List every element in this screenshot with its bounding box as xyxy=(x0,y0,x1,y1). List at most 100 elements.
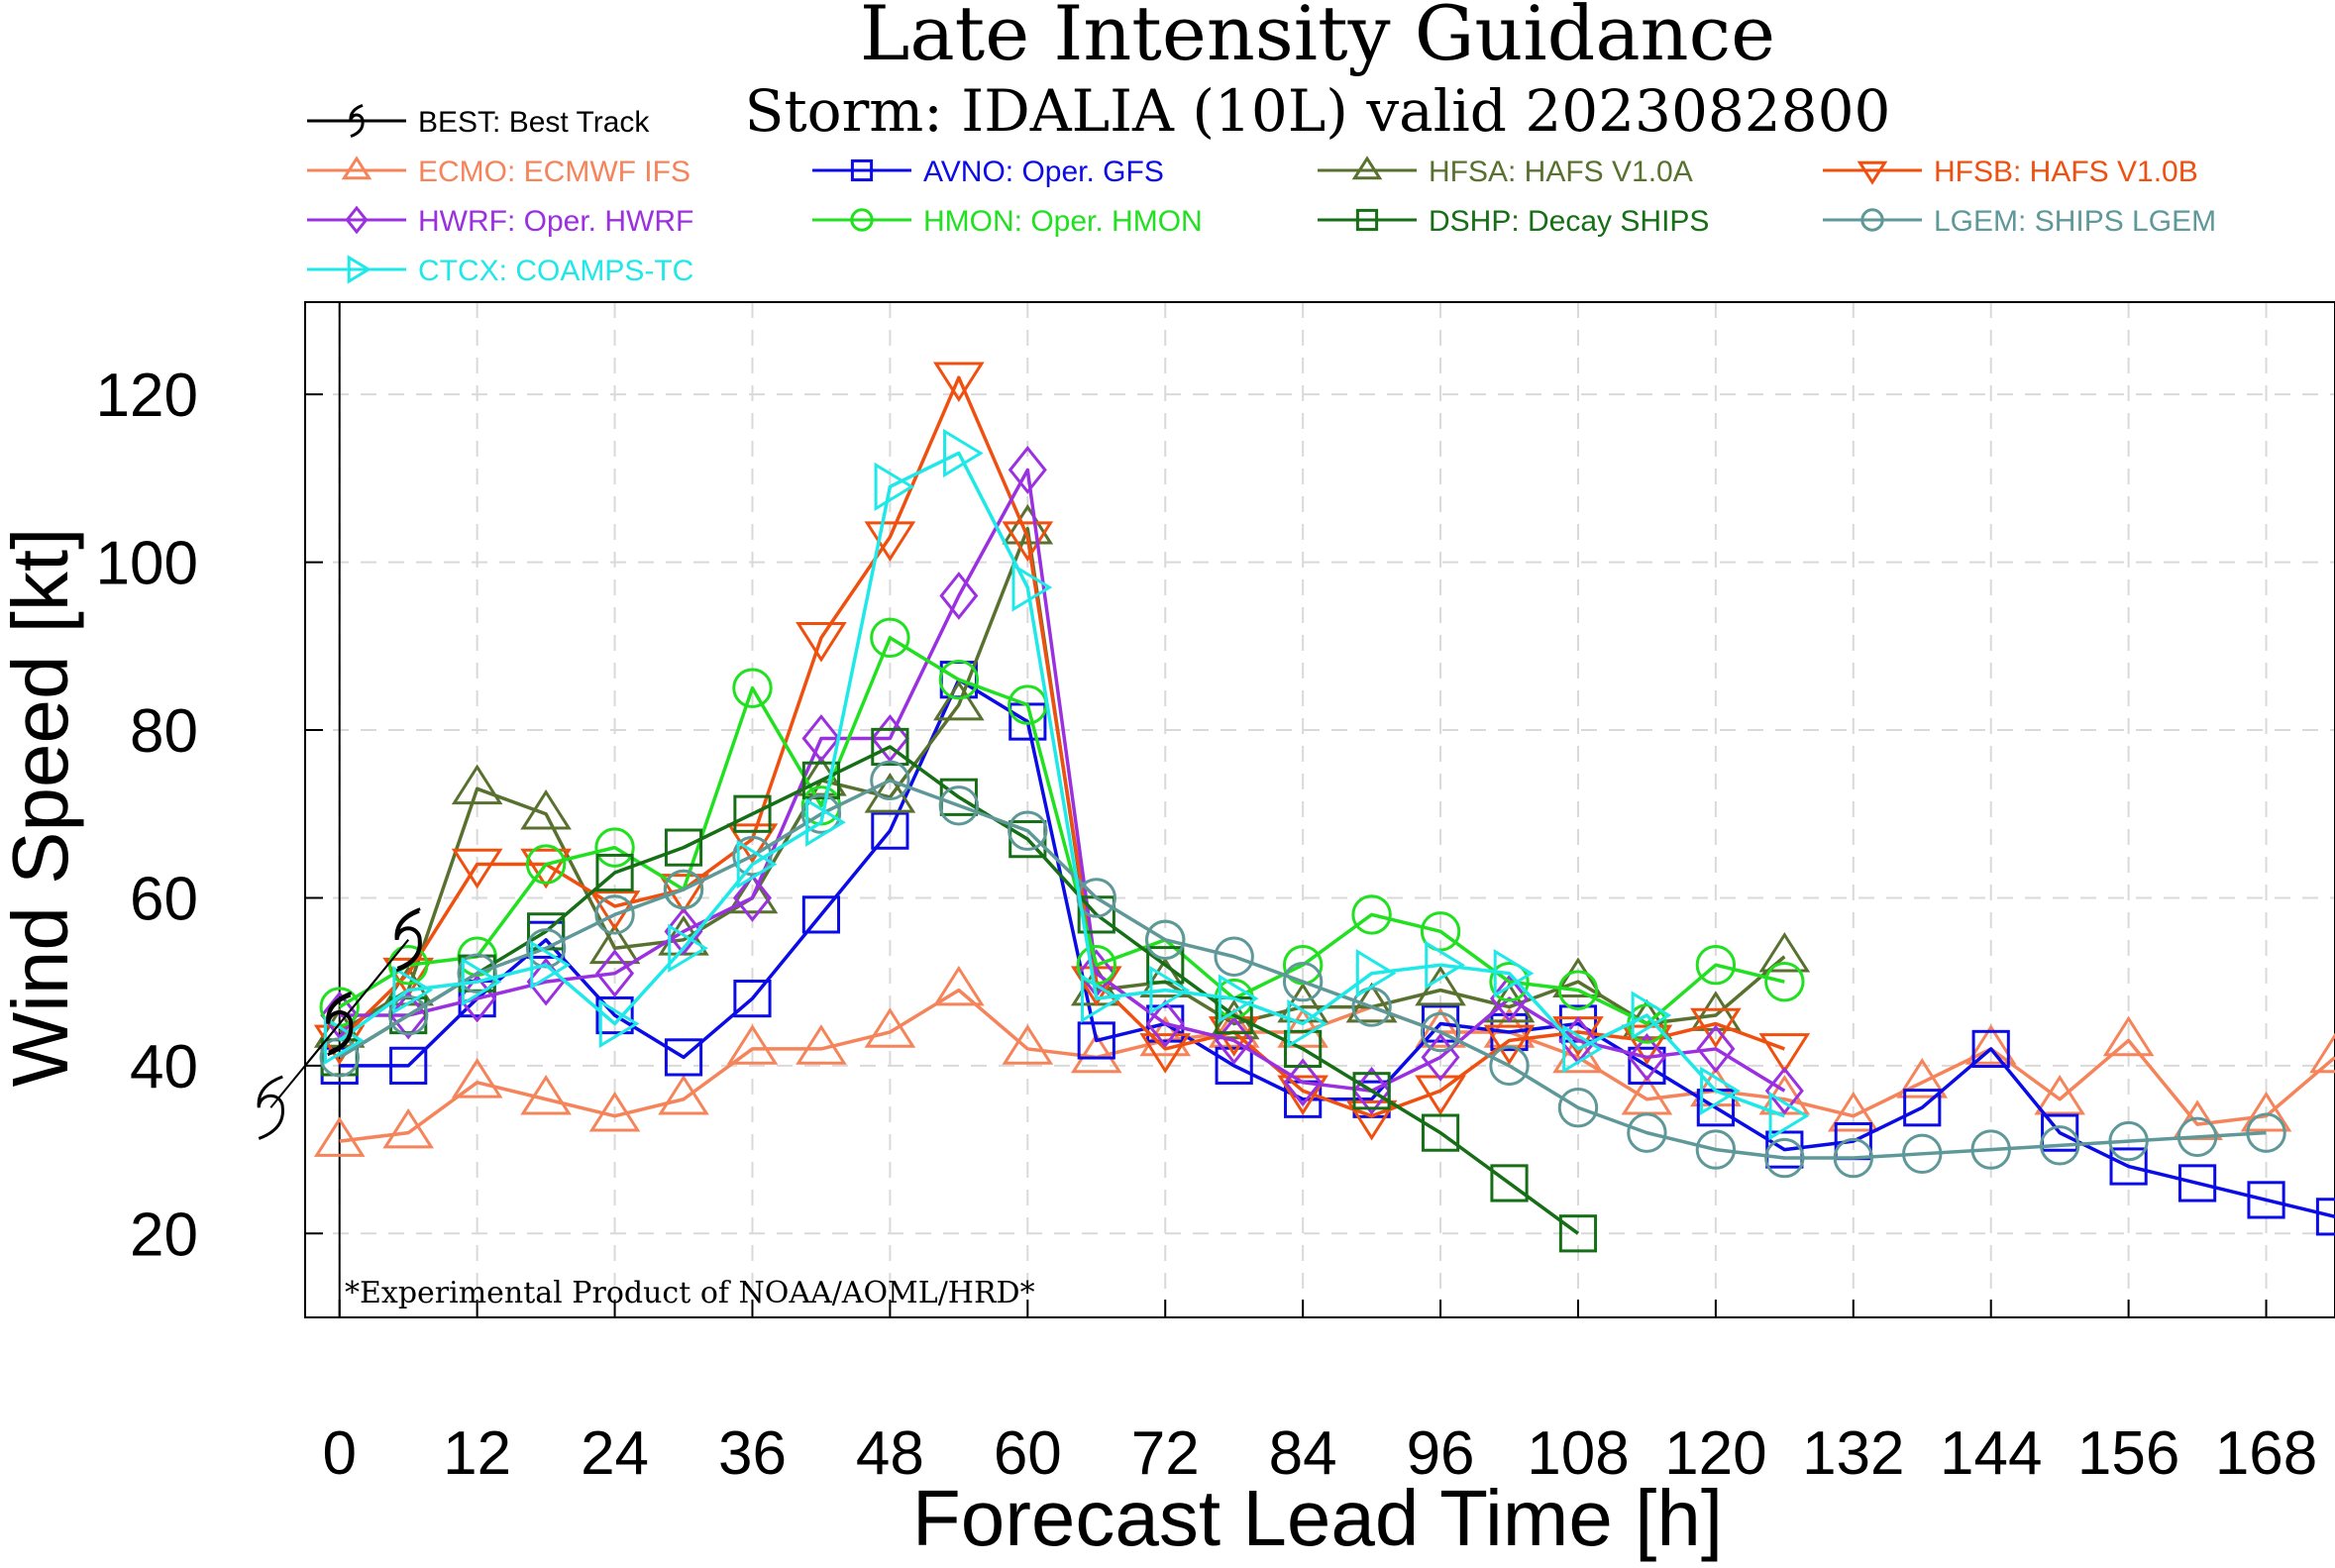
legend-label: HMON: Oper. HMON xyxy=(923,205,1203,238)
data-point-lgem xyxy=(1351,987,1392,1027)
data-point-avno xyxy=(1971,1029,2010,1069)
data-point-ecmo xyxy=(2034,1074,2086,1115)
data-point-lgem xyxy=(1764,1137,1805,1179)
data-point-lgem xyxy=(938,785,980,826)
data-point-hwrf xyxy=(1764,1066,1804,1115)
series-line-lgem xyxy=(338,779,2267,1160)
data-point-hmon xyxy=(1695,945,1737,986)
data-point-ctcx xyxy=(943,428,984,478)
data-point-avno xyxy=(2041,1113,2079,1152)
data-point-lgem xyxy=(1282,961,1324,1002)
data-point-hwrf xyxy=(1627,1032,1666,1082)
data-point-lgem xyxy=(1627,1112,1667,1153)
legend-marker xyxy=(850,208,874,232)
y-axis-label: Wind Speed [kt] xyxy=(0,528,84,1088)
x-tick-label: 96 xyxy=(1407,1419,1475,1488)
data-point-hfsb xyxy=(1277,1075,1328,1116)
legend-entry-hmon: HMON: Oper. HMON xyxy=(812,205,1203,238)
y-tick-label: 80 xyxy=(130,697,198,766)
data-point-ctcx xyxy=(598,998,640,1049)
data-point-ctcx xyxy=(668,923,708,973)
data-point-ecmo xyxy=(2309,1032,2335,1074)
data-point-hwrf xyxy=(870,714,909,763)
data-point-ecmo xyxy=(1964,1024,2017,1065)
data-point-ctcx xyxy=(1700,1066,1741,1115)
series-line-hmon xyxy=(338,636,1785,1026)
y-tick-label: 120 xyxy=(96,362,198,430)
series-lgem xyxy=(319,760,2286,1179)
x-tick-label: 0 xyxy=(322,1419,356,1488)
data-point-avno xyxy=(1077,1021,1115,1060)
data-point-lgem xyxy=(1970,1129,2011,1170)
y-tick-label: 20 xyxy=(130,1201,198,1269)
data-point-ctcx xyxy=(736,839,778,889)
data-point-ecmo xyxy=(1070,1032,1122,1074)
data-point-ecmo xyxy=(658,1074,709,1115)
data-point-lgem xyxy=(1695,1129,1737,1170)
data-point-avno xyxy=(595,995,634,1035)
y-tick-label: 100 xyxy=(96,530,198,598)
data-point-hmon xyxy=(594,827,635,868)
data-point-hwrf xyxy=(801,714,841,763)
x-tick-label: 156 xyxy=(2077,1419,2179,1488)
data-point-hmon xyxy=(319,987,360,1027)
data-point-ecmo xyxy=(864,1007,916,1048)
data-point-dshp xyxy=(733,794,772,833)
legend-entry-hfsb: HFSB: HAFS V1.0B xyxy=(1823,156,2198,188)
series-line-hwrf xyxy=(339,468,1786,1094)
data-point-lgem xyxy=(1145,919,1186,961)
data-point-ecmo xyxy=(1208,1007,1260,1048)
legend-label: LGEM: SHIPS LGEM xyxy=(1934,205,2216,238)
legend-label: DSHP: Decay SHIPS xyxy=(1429,205,1709,238)
data-point-avno xyxy=(1903,1089,1942,1127)
series-hwrf xyxy=(320,446,1804,1115)
x-tick-label: 36 xyxy=(718,1419,787,1488)
data-point-hfsb xyxy=(1139,1033,1192,1074)
x-tick-label: 168 xyxy=(2215,1419,2317,1488)
x-tick-label: 132 xyxy=(1802,1419,1904,1488)
legend-entry-lgem: LGEM: SHIPS LGEM xyxy=(1823,205,2216,238)
data-point-lgem xyxy=(1833,1137,1873,1179)
data-point-hmon xyxy=(1557,970,1599,1010)
legend-marker xyxy=(850,158,874,182)
data-point-ctcx xyxy=(1493,949,1535,998)
legend-entry-dshp: DSHP: Decay SHIPS xyxy=(1318,205,1709,238)
legend-label: BEST: Best Track xyxy=(418,106,650,139)
data-point-hfsa xyxy=(451,764,503,805)
data-point-hfsb xyxy=(1483,1024,1536,1066)
legend-entry-ecmo: ECMO: ECMWF IFS xyxy=(307,156,690,188)
data-point-hmon xyxy=(732,668,773,708)
data-point-hwrf xyxy=(732,874,772,922)
data-point-hfsa xyxy=(1758,931,1811,973)
x-tick-label: 60 xyxy=(994,1419,1062,1488)
data-point-hfsb xyxy=(796,622,847,663)
data-point-hfsb xyxy=(1415,1075,1466,1116)
y-tick-label: 40 xyxy=(130,1033,198,1101)
data-point-ctcx xyxy=(530,940,571,990)
legend-marker xyxy=(1355,208,1379,232)
data-point-ctcx xyxy=(874,462,915,512)
data-point-lgem xyxy=(2039,1125,2080,1166)
legend-entry-hfsa: HFSA: HAFS V1.0A xyxy=(1318,156,1693,188)
data-point-ctcx xyxy=(1080,974,1121,1023)
data-point-avno xyxy=(1490,1012,1529,1052)
legend-entry-hwrf: HWRF: Oper. HWRF xyxy=(307,205,693,238)
data-point-ctcx xyxy=(1562,1024,1603,1074)
data-point-best xyxy=(394,907,422,973)
data-point-hfsb xyxy=(1621,1024,1673,1066)
data-point-lgem xyxy=(870,760,910,801)
data-point-hfsb xyxy=(520,848,572,889)
data-point-hmon xyxy=(525,844,567,885)
legend-marker xyxy=(1857,160,1888,185)
legend-entry-best: BEST: Best Track xyxy=(307,103,650,139)
data-point-ecmo xyxy=(1827,1091,1879,1132)
experimental-annotation: *Experimental Product of NOAA/AOML/HRD* xyxy=(345,1276,1035,1310)
data-point-avno xyxy=(1215,1046,1253,1085)
data-point-dshp xyxy=(1490,1164,1529,1202)
data-point-ctcx xyxy=(1218,974,1259,1023)
data-point-ctcx xyxy=(1768,1092,1810,1141)
data-point-hwrf xyxy=(1421,1032,1460,1082)
data-point-hfsa xyxy=(1552,957,1604,997)
